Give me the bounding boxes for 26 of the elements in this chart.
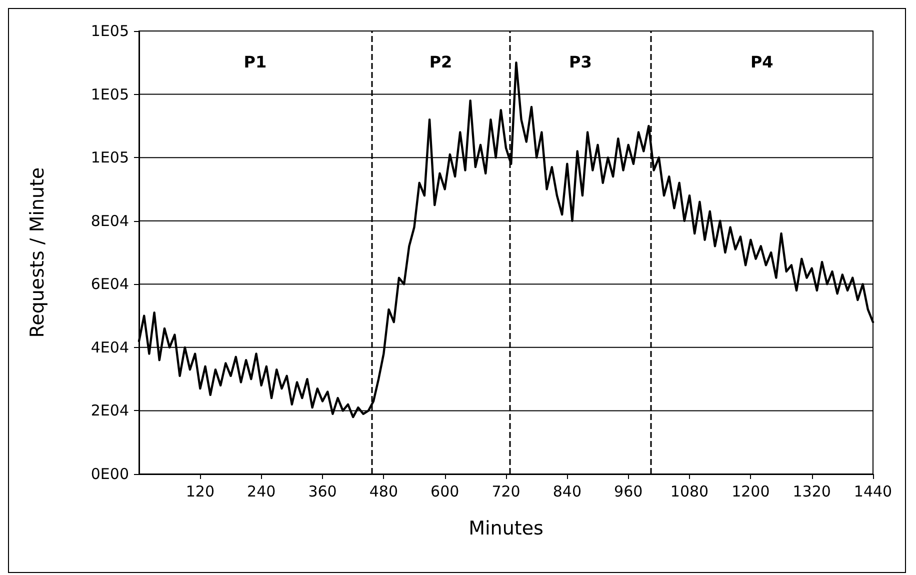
annotation: P2: [429, 52, 452, 72]
y-tick-label: 1E05: [90, 85, 129, 104]
x-tick-label: 360: [308, 482, 337, 500]
y-tick-label: 1E05: [90, 148, 129, 167]
y-tick-label: 4E04: [90, 338, 129, 356]
y-tick-label: 8E04: [90, 212, 129, 230]
y-tick-label: 6E04: [90, 275, 129, 294]
x-tick-label: 1200: [732, 482, 770, 500]
x-tick-label: 1440: [854, 482, 892, 500]
x-tick-label: 1080: [670, 482, 709, 500]
annotation: P3: [568, 52, 592, 72]
y-tick-label: 2E04: [90, 402, 129, 420]
y-tick-label: 1E05: [90, 22, 129, 40]
x-tick-label: 120: [186, 482, 214, 500]
y-axis-title: Requests / Minute: [26, 167, 48, 338]
x-tick-label: 600: [430, 482, 460, 500]
x-tick-label: 840: [552, 482, 582, 500]
x-axis-title: Minutes: [468, 518, 544, 540]
x-tick-label: 960: [614, 482, 643, 500]
x-tick-label: 720: [492, 482, 520, 500]
x-tick-label: 480: [369, 482, 398, 500]
x-tick-label: 240: [247, 482, 276, 500]
annotation: P1: [244, 52, 267, 72]
annotation: P4: [750, 52, 774, 72]
y-tick-label: 0E00: [90, 465, 129, 483]
x-tick-label: 1320: [792, 482, 831, 500]
